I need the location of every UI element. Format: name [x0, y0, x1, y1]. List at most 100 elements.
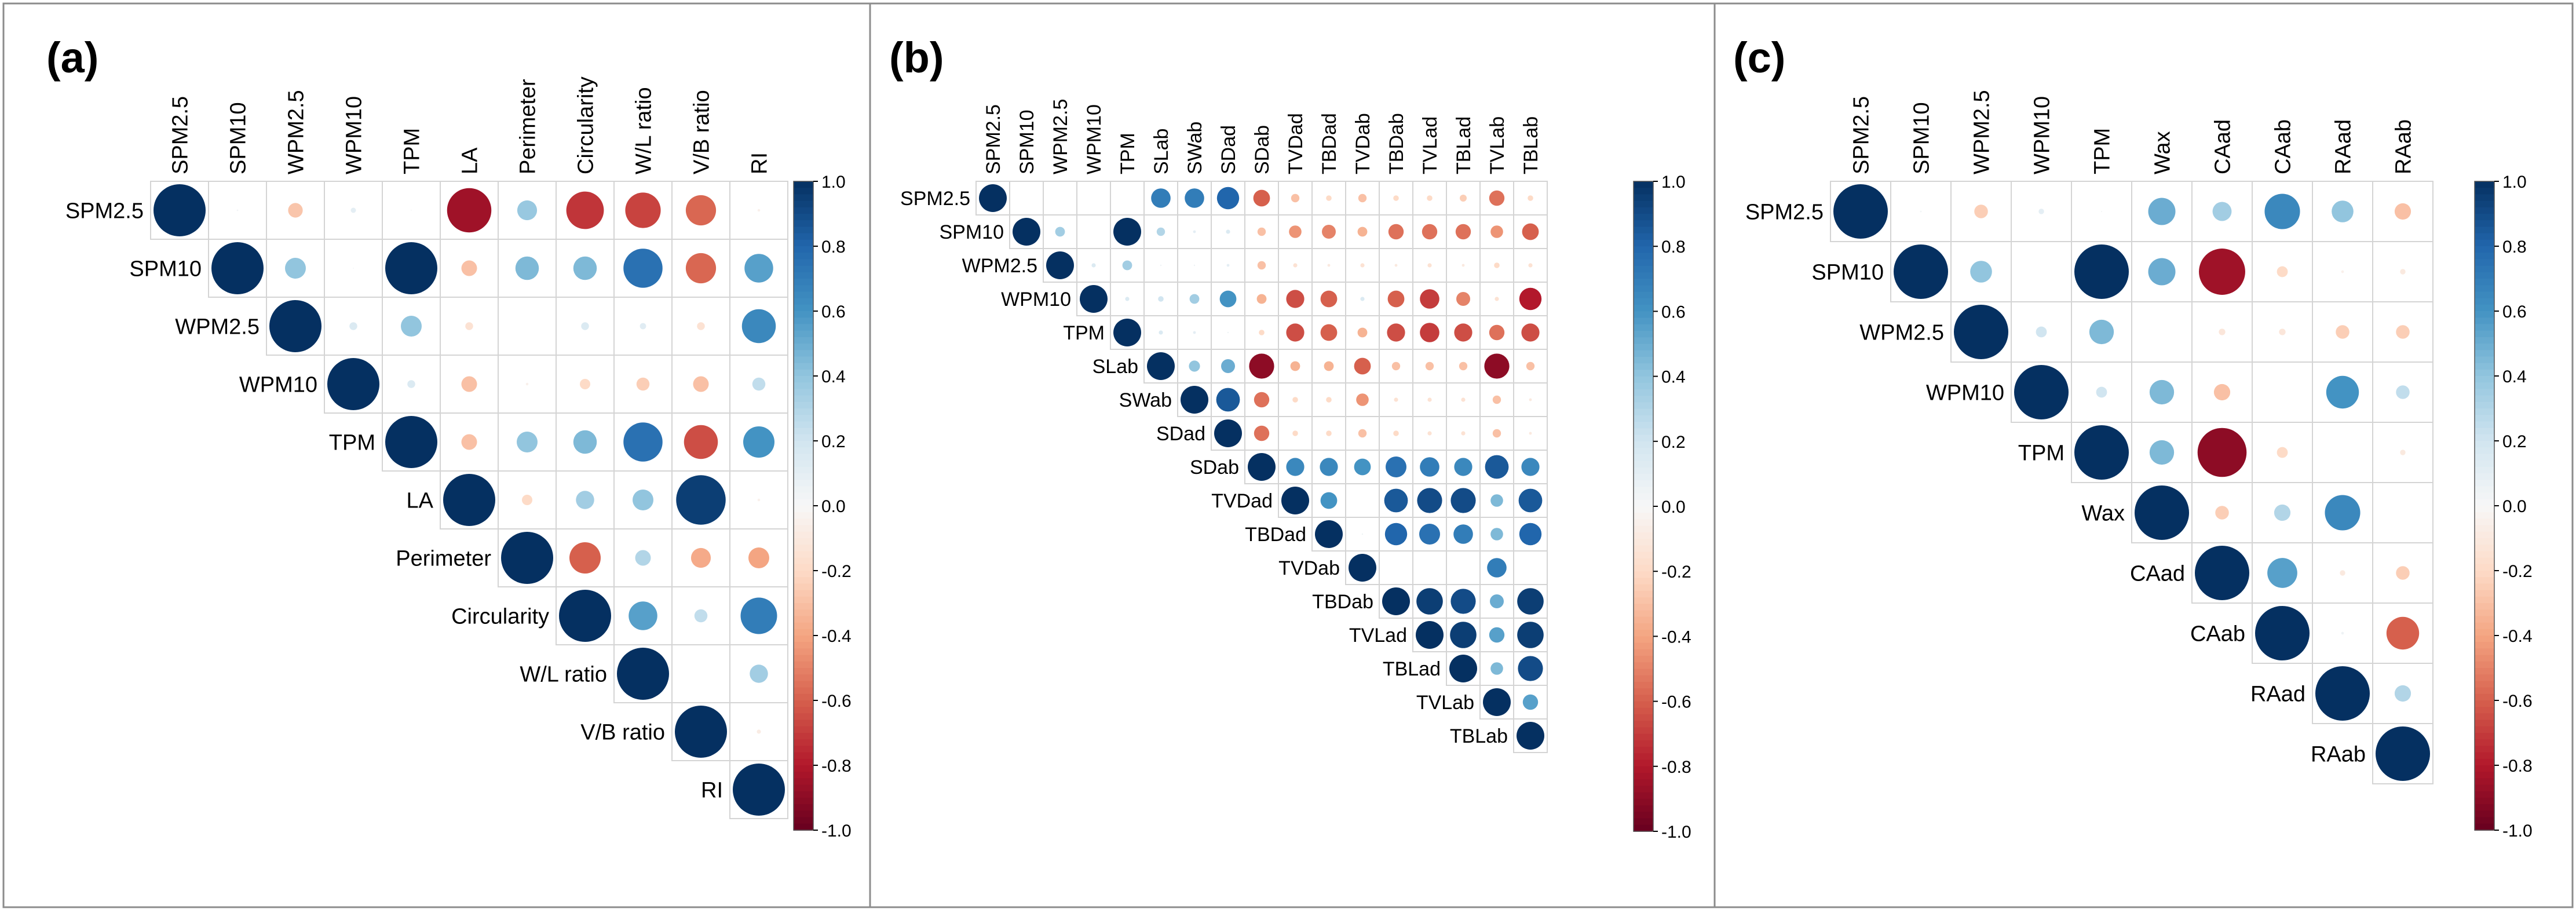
colorbar-segment [794, 220, 813, 228]
colorbar-segment [1634, 798, 1653, 806]
column-label-w-l-ratio: W/L ratio [632, 87, 656, 174]
correlation-circle [2326, 375, 2359, 409]
colorbar-segment [1634, 564, 1653, 572]
correlation-circle [757, 729, 761, 734]
colorbar-segment [1634, 669, 1653, 676]
colorbar-segment [2475, 363, 2494, 370]
colorbar-segment [794, 531, 813, 539]
correlation-circle [743, 426, 774, 458]
panel-a: (a) SPM2.5 SPM10 WPM2.5 WPM10 TPM LA Perimeter… [46, 34, 852, 841]
correlation-circle [685, 253, 717, 284]
colorbar-segment [1634, 188, 1653, 195]
correlation-circle [1315, 520, 1343, 548]
correlation-circle [1384, 523, 1408, 546]
row-label-la: LA [407, 488, 434, 513]
correlation-circle [1227, 331, 1229, 334]
correlation-circle [1489, 324, 1505, 341]
colorbar-segment [794, 784, 813, 792]
colorbar-tick-label: 1.0 [821, 173, 846, 192]
colorbar-segment [1634, 630, 1653, 637]
correlation-circle [1181, 386, 1208, 414]
correlation-circle [2386, 616, 2420, 650]
correlation-circle [517, 432, 538, 452]
column-label-sdad: SDad [1218, 125, 1240, 174]
colorbar-tick-label: 0.4 [2502, 367, 2527, 386]
correlation-circle [1113, 218, 1141, 246]
colorbar-segment [1634, 317, 1653, 325]
correlation-circle [1290, 361, 1300, 371]
colorbar-segment [794, 564, 813, 571]
correlation-circle [1417, 488, 1442, 513]
colorbar-segment [2475, 454, 2494, 461]
colorbar-segment [2475, 758, 2494, 766]
correlation-circle [1393, 195, 1399, 201]
correlation-circle [1484, 353, 1510, 379]
colorbar-tick-label: 0.2 [821, 432, 846, 451]
colorbar-segment [2475, 441, 2494, 448]
colorbar-segment [2475, 817, 2494, 824]
correlation-circle [2148, 198, 2176, 225]
correlation-circle [1354, 357, 1371, 375]
correlation-circle [2396, 325, 2410, 339]
colorbar-tick-label: 0.6 [2502, 302, 2527, 322]
colorbar-segment [2475, 369, 2494, 377]
colorbar-segment [2475, 298, 2494, 305]
colorbar-segment [794, 369, 813, 377]
colorbar-segment [794, 707, 813, 714]
colorbar-segment [2475, 486, 2494, 494]
correlation-circle [1461, 264, 1465, 267]
colorbar-segment [1634, 604, 1653, 611]
colorbar-segment [1634, 331, 1653, 338]
correlation-circle [697, 322, 705, 330]
colorbar-segment [794, 337, 813, 344]
grid-cell [729, 760, 788, 819]
colorbar-tick-label: -0.6 [821, 692, 852, 711]
correlation-circle [1422, 224, 1438, 240]
correlation-circle [1425, 361, 1434, 371]
colorbar-segment [794, 752, 813, 759]
colorbar-segment [2475, 726, 2494, 733]
colorbar-segment [2475, 324, 2494, 331]
panel-label: (b) [889, 34, 944, 82]
correlation-circle [327, 358, 379, 410]
colorbar-segment [2475, 428, 2494, 435]
correlation-circle [1494, 262, 1500, 268]
correlation-circle [2277, 266, 2288, 277]
colorbar-segment [1634, 356, 1653, 364]
colorbar-segment [1634, 545, 1653, 553]
correlation-circle [1320, 324, 1338, 341]
correlation-circle [1293, 263, 1298, 268]
colorbar-segment [1634, 558, 1653, 565]
colorbar-segment [1634, 259, 1653, 266]
correlation-circle [1894, 244, 1948, 299]
correlation-circle [1320, 290, 1338, 308]
correlation-circle [1248, 453, 1276, 481]
correlation-circle [566, 191, 604, 229]
correlation-circle [353, 268, 354, 269]
colorbar-segment [2475, 246, 2494, 253]
correlation-circle [1453, 524, 1473, 544]
correlation-circle [1489, 190, 1505, 206]
colorbar-segment [1634, 389, 1653, 397]
row-label-perimeter: Perimeter [396, 546, 491, 571]
correlation-circle [401, 316, 422, 337]
colorbar-segment [1634, 473, 1653, 481]
correlation-circle [636, 377, 650, 391]
colorbar-segment [1634, 824, 1653, 832]
grid-cell [1513, 718, 1548, 753]
row-label-tvdad: TVDad [1211, 490, 1273, 512]
colorbar-tick-label: 0.8 [821, 238, 846, 257]
colorbar-segment [794, 668, 813, 675]
colorbar-segment [2475, 506, 2494, 513]
colorbar-segment [2475, 583, 2494, 591]
colorbar-tick-label: -0.6 [2502, 692, 2533, 711]
column-label-wpm10: WPM10 [1083, 104, 1105, 174]
colorbar-segment [794, 525, 813, 532]
colorbar-segment [1634, 239, 1653, 247]
correlation-circle [1249, 353, 1274, 379]
correlation-circle [443, 474, 495, 526]
colorbar-tick-label: 0.8 [2502, 238, 2527, 257]
correlation-circle [2332, 200, 2354, 222]
correlation-circle [1521, 323, 1540, 342]
colorbar-segment [794, 285, 813, 293]
